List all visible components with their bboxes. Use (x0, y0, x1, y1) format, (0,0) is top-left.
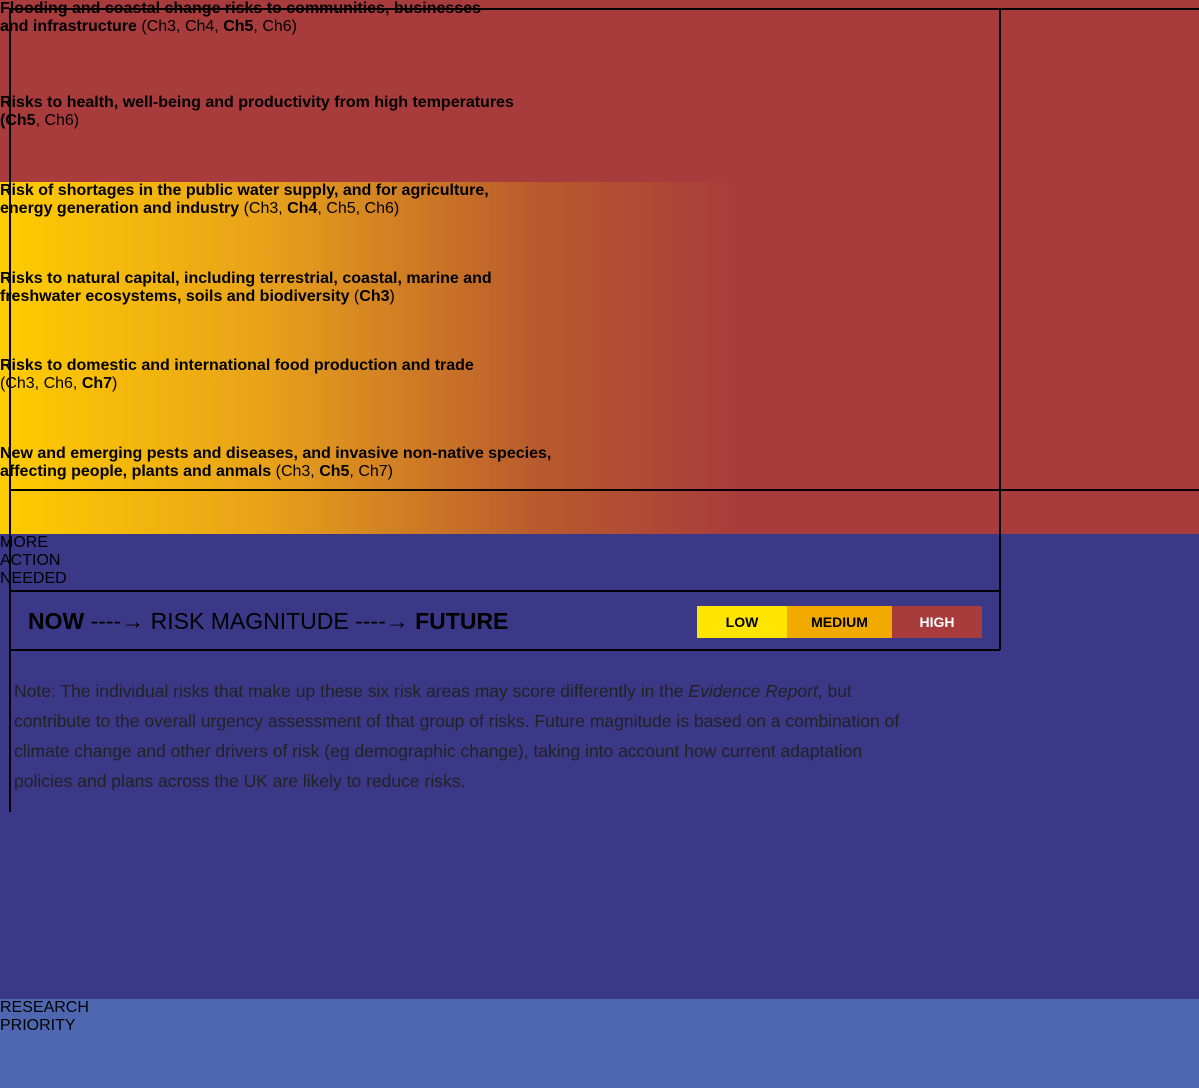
text: , Ch6) (253, 18, 297, 35)
border (999, 8, 1001, 650)
action-label: MORE (0, 534, 48, 551)
note-line: climate change and other drivers of risk… (14, 736, 899, 766)
legend-keys: LOW MEDIUM HIGH (697, 606, 982, 638)
risk-line: freshwater ecosystems, soils and biodive… (0, 288, 1199, 306)
text: (Ch3, (239, 200, 288, 217)
risk-line: affecting people, plants and anmals (Ch3… (0, 463, 1199, 481)
text: energy generation and industry (0, 200, 240, 217)
risk-line: (Ch5, Ch6) (0, 112, 1199, 130)
text: contribute to the overall urgency assess… (14, 711, 900, 731)
action-box: RESEARCH PRIORITY (0, 999, 1199, 1088)
risk-line: and infrastructure (Ch3, Ch4, Ch5, Ch6) (0, 18, 1199, 36)
note-line: policies and plans across the UK are lik… (14, 766, 899, 796)
text: Ch3 (359, 288, 390, 305)
action-label: NEEDED (0, 570, 67, 587)
border (10, 8, 1199, 10)
text: climate change and other drivers of risk… (14, 741, 863, 761)
risk-row: Risks to natural capital, including terr… (0, 270, 1199, 357)
text: Note: The individual risks that make up … (14, 681, 689, 701)
text: ) (389, 288, 395, 305)
text: Risks to domestic and international food… (0, 357, 474, 374)
text: , but (817, 681, 852, 701)
legend-key: MEDIUM (787, 606, 892, 638)
text: policies and plans across the UK are lik… (14, 771, 466, 791)
action-label: ACTION (0, 552, 61, 569)
text: Risks to health, well-being and producti… (0, 94, 514, 111)
legend-key: HIGH (892, 606, 982, 638)
border (10, 489, 1199, 491)
border (10, 649, 1000, 651)
risk-row: Flooding and coastal change risks to com… (0, 0, 1199, 94)
text: freshwater ecosystems, soils and biodive… (0, 288, 350, 305)
risk-row: Risks to health, well-being and producti… (0, 94, 1199, 182)
text: (Ch5 (0, 112, 36, 129)
text: (Ch3, (271, 463, 320, 480)
risk-line: Risks to natural capital, including terr… (0, 270, 1199, 288)
text: , Ch6) (35, 112, 80, 129)
text: New and emerging pests and diseases, and… (0, 445, 552, 462)
text: FUTURE (415, 607, 509, 634)
text: and infrastructure (0, 18, 137, 35)
risk-line: Risks to domestic and international food… (0, 357, 1199, 375)
text: ----→ RISK MAGNITUDE ----→ (84, 607, 416, 634)
text: , Ch7) (349, 463, 393, 480)
text: , Ch5, Ch6) (317, 200, 400, 217)
text: ) (112, 375, 118, 392)
risk-line: energy generation and industry (Ch3, Ch4… (0, 200, 1199, 218)
legend-key: LOW (697, 606, 787, 638)
risk-line: New and emerging pests and diseases, and… (0, 445, 1199, 463)
note-line: contribute to the overall urgency assess… (14, 706, 899, 736)
border (9, 8, 11, 812)
risk-row: Risks to domestic and international food… (0, 357, 1199, 445)
text: affecting people, plants and anmals (0, 463, 272, 480)
note-line: Note: The individual risks that make up … (14, 676, 899, 706)
text: (Ch3, Ch4, (136, 18, 224, 35)
action-label: PRIORITY (0, 1017, 76, 1034)
text: (Ch3, Ch6, (0, 375, 82, 392)
risk-line: Risks to health, well-being and producti… (0, 94, 1199, 112)
risk-line: (Ch3, Ch6, Ch7) (0, 375, 1199, 393)
text: Ch5 (223, 18, 254, 35)
text: ( (349, 288, 360, 305)
text: Ch7 (81, 375, 113, 392)
border (10, 590, 1000, 592)
risk-line: Risk of shortages in the public water su… (0, 182, 1199, 200)
risk-row: Risk of shortages in the public water su… (0, 182, 1199, 270)
text: Risks to natural capital, including terr… (0, 270, 492, 287)
text: Risk of shortages in the public water su… (0, 182, 489, 199)
text: Ch5 (319, 463, 350, 480)
text: Evidence Report (688, 681, 818, 701)
text: Ch4 (287, 200, 318, 217)
text: NOW (28, 607, 85, 634)
note: Note: The individual risks that make up … (14, 676, 899, 796)
action-label: RESEARCH (0, 999, 89, 1016)
legend: NOW ----→ RISK MAGNITUDE ----→ FUTURE (28, 596, 508, 646)
